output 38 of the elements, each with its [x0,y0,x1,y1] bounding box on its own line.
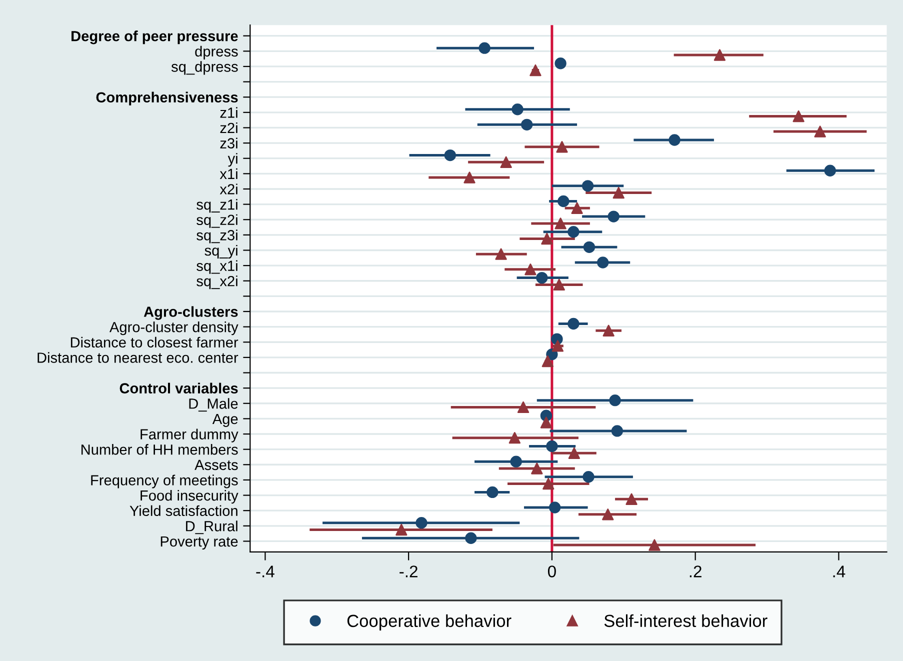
y-tick-label: Agro-clusters [144,306,238,320]
x-tick-label: 0 [548,566,556,578]
y-tick-label: x1i [220,168,238,179]
y-tick-label: sq_x2i [196,276,238,290]
y-tick-label: z2i [220,122,238,134]
y-tick-label: Poverty rate [160,536,238,550]
y-tick-label: sq_z2i [196,214,238,228]
y-tick-label: sq_z1i [196,199,238,213]
y-tick-label: sq_z3i [196,230,238,244]
y-tick-label: Control variables [120,382,238,394]
y-tick-label: Frequency of meetings [91,474,238,488]
y-tick-label: sq_yi [204,244,238,259]
y-tick-label: z3i [220,138,238,148]
y-tick-label: Assets [194,460,238,470]
y-tick-label: x2i [220,184,238,194]
x-tick-label: .2 [690,566,702,578]
y-tick-label: Food insecurity [140,490,238,504]
y-tick-label: Farmer dummy [140,428,238,442]
x-tick-label: .4 [833,566,846,578]
y-tick-label: sq_x1i [196,260,238,274]
y-tick-label: Distance to nearest eco. center [38,352,238,363]
y-tick-label: Agro-cluster density [109,322,238,336]
y-tick-label: sq_dpress [171,61,238,75]
y-tick-label: Number of HH members [82,444,238,455]
y-tick-label: Comprehensiveness [96,92,238,106]
legend-label: Cooperative behavior [347,614,512,630]
y-tick-label: Yield satisfaction [130,505,238,516]
y-tick-label: Degree of peer pressure [72,30,238,44]
legend-label: Self-interest behavior [604,614,768,628]
y-tick-label: z1i [220,107,238,118]
x-tick-label: -.2 [400,566,418,578]
x-tick-label: -.4 [256,566,274,578]
y-tick-label: Age [212,414,238,428]
y-tick-label: yi [228,153,238,167]
y-tick-label: dpress [195,46,238,60]
y-tick-label: D_Male [189,398,238,412]
y-tick-label: D_Rural [186,520,238,534]
y-tick-label: Distance to closest farmer [70,336,238,348]
